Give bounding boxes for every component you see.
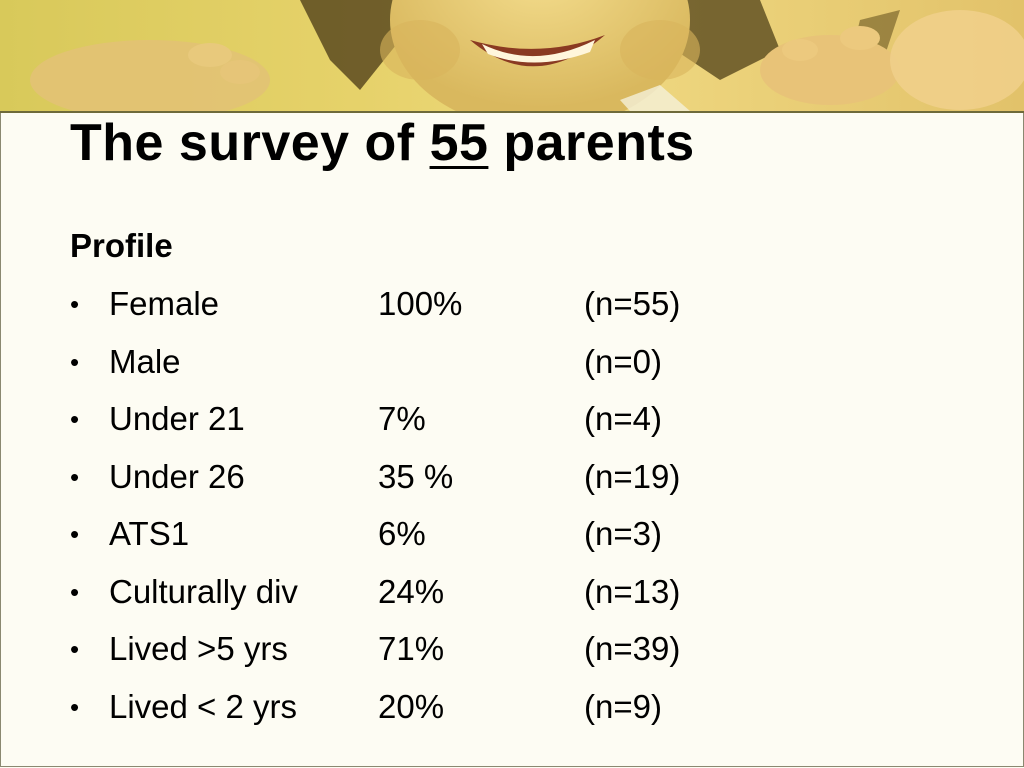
row-label: Lived < 2 yrs [109,687,298,725]
row-percent: 71% [378,630,445,667]
section-heading: Profile [70,227,173,264]
banner-photo [0,0,1024,111]
row-label: Under 21 [109,400,245,437]
row-percent: 7% [378,400,426,437]
row-label: Male [109,342,181,380]
bullet: • [70,289,80,319]
bullet: • [70,576,80,607]
row-count: (n=9) [584,687,662,725]
slide-content: Profile • Female 100% (n=55) • Male (n=0… [70,224,970,742]
banner-divider [0,111,1024,113]
profile-list: • Female 100% (n=55) • Male (n=0) • Unde… [70,282,970,729]
title-prefix: The survey of [70,114,430,172]
row-percent: 35 % [378,457,454,495]
row-label: Culturally div [109,572,298,610]
row-count: (n=3) [584,515,662,552]
row-count: (n=13) [584,572,681,610]
bullet: • [70,519,80,549]
bullet: • [70,461,80,492]
slide-title: The survey of 55 parents [70,112,695,174]
list-item: • Culturally div 24% (n=13) [70,570,970,614]
bullet: • [70,404,80,434]
list-item: • ATS1 6% (n=3) [70,512,970,556]
row-count: (n=0) [584,342,662,380]
child-smiling-photo [30,0,1024,111]
row-count: (n=39) [584,630,681,667]
row-percent: 24% [378,572,445,610]
list-item: • Lived >5 yrs 71% (n=39) [70,627,970,671]
row-label: Female [109,285,220,322]
row-label: Under 26 [109,457,245,495]
bullet: • [70,346,80,377]
list-item: • Under 26 35 % (n=19) [70,455,970,499]
row-count: (n=19) [584,457,681,495]
row-count: (n=4) [584,400,662,437]
bullet: • [70,634,80,664]
row-label: Lived >5 yrs [109,630,288,667]
title-suffix: parents [488,114,695,172]
row-label: ATS1 [109,515,190,552]
list-item: • Lived < 2 yrs 20% (n=9) [70,685,970,729]
bullet: • [70,691,80,722]
title-number: 55 [429,114,489,172]
row-count: (n=55) [584,285,681,322]
row-percent: 6% [378,515,426,552]
row-percent: 100% [378,285,463,322]
list-item: • Male (n=0) [70,340,970,384]
row-percent: 20% [378,687,445,725]
list-item: • Under 21 7% (n=4) [70,397,970,441]
list-item: • Female 100% (n=55) [70,282,970,326]
